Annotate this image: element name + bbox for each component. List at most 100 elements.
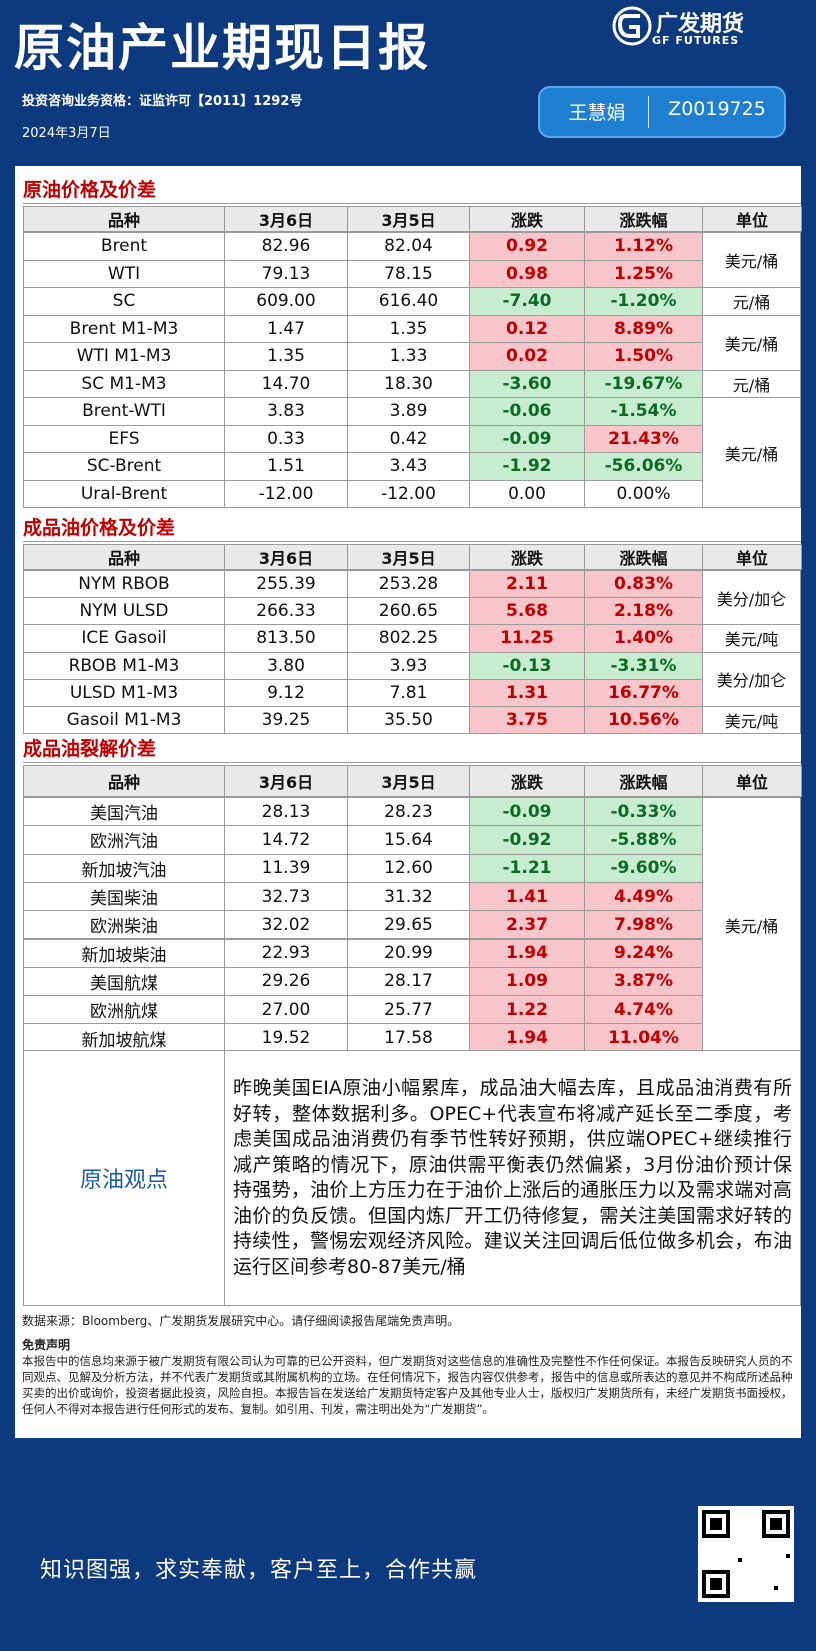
unit: 美分/加仑 <box>702 651 801 707</box>
cell-value: 255.39 <box>224 570 348 599</box>
cell-value: 3.93 <box>347 651 470 680</box>
column-header: 涨跌 <box>469 765 585 797</box>
cell-value: 1.33 <box>347 342 470 371</box>
cell-value: 1.50% <box>584 342 703 371</box>
cell-value: 14.70 <box>224 369 348 398</box>
row-name: 欧洲航煤 <box>23 995 225 1025</box>
view-label: 原油观点 <box>23 1050 225 1306</box>
row-name: ICE Gasoil <box>23 624 225 653</box>
column-header: 涨跌 <box>469 544 585 570</box>
column-header: 涨跌幅 <box>584 765 703 797</box>
cell-value: 35.50 <box>347 706 470 735</box>
cell-value: -5.88% <box>584 825 703 855</box>
cell-value: 21.43% <box>584 424 703 453</box>
row-name: 新加坡柴油 <box>23 938 225 968</box>
cell-value: 10.56% <box>584 706 703 735</box>
cell-value: 39.25 <box>224 706 348 735</box>
cell-value: 4.49% <box>584 881 703 912</box>
cell-value: 1.22 <box>469 995 585 1025</box>
cell-value: 1.47 <box>224 314 348 343</box>
column-header: 单位 <box>702 206 802 232</box>
column-header: 品种 <box>23 544 225 570</box>
cell-value: 7.98% <box>584 910 703 940</box>
row-name: WTI <box>23 259 225 288</box>
cell-value: 0.42 <box>347 424 470 453</box>
cell-value: 609.00 <box>224 287 348 316</box>
row-name: ULSD M1-M3 <box>23 678 225 707</box>
qr-module <box>786 1554 790 1558</box>
cell-value: 1.09 <box>469 966 585 997</box>
column-header: 单位 <box>702 765 802 797</box>
cell-value: 78.15 <box>347 259 470 288</box>
qr-module <box>710 1578 722 1590</box>
column-header: 3月5日 <box>347 206 470 232</box>
section-title: 原油价格及价差 <box>23 174 801 204</box>
row-name: Brent-WTI <box>23 397 225 426</box>
cell-value: 3.75 <box>469 706 585 735</box>
cell-value: 12.60 <box>347 853 470 883</box>
data-source: 数据来源：Bloomberg、广发期货发展研究中心。请仔细阅读报告尾端免责声明。 <box>22 1314 460 1328</box>
column-header: 单位 <box>702 544 802 570</box>
unit: 美元/桶 <box>702 232 801 288</box>
cell-value: -0.09 <box>469 424 585 453</box>
disclaimer: 本报告中的信息均来源于被广发期货有限公司认为可靠的已公开资料，但广发期货对这些信… <box>22 1354 793 1416</box>
cell-value: 14.72 <box>224 825 348 855</box>
cell-value: 3.89 <box>347 397 470 426</box>
analyst-id: Z0019725 <box>668 98 766 120</box>
cell-value: 0.00% <box>584 479 703 508</box>
cell-value: 1.40% <box>584 624 703 653</box>
column-header: 3月5日 <box>347 765 470 797</box>
cell-value: 1.25% <box>584 259 703 288</box>
unit: 美元/吨 <box>702 624 801 653</box>
cell-value: 1.35 <box>347 314 470 343</box>
cell-value: 0.33 <box>224 424 348 453</box>
cell-value: 2.37 <box>469 910 585 940</box>
cell-value: -0.33% <box>584 797 703 827</box>
view-box: 昨晚美国EIA原油小幅累库，成品油大幅去库，且成品油消费有所好转，整体数据利多。… <box>224 1050 801 1306</box>
cell-value: 9.24% <box>584 938 703 968</box>
column-header: 品种 <box>23 765 225 797</box>
row-name: RBOB M1-M3 <box>23 651 225 680</box>
cell-value: 1.41 <box>469 881 585 912</box>
qr-module <box>710 1518 722 1530</box>
row-name: Brent <box>23 232 225 261</box>
section-title: 成品油价格及价差 <box>23 512 801 542</box>
cell-value: 3.87% <box>584 966 703 997</box>
cell-value: 9.12 <box>224 678 348 707</box>
cell-value: 32.73 <box>224 881 348 912</box>
cell-value: 2.11 <box>469 570 585 599</box>
row-name: 美国柴油 <box>23 881 225 912</box>
cell-value: 8.89% <box>584 314 703 343</box>
row-name: 美国汽油 <box>23 797 225 827</box>
cell-value: -0.13 <box>469 651 585 680</box>
cell-value: 19.52 <box>224 1023 348 1053</box>
cell-value: -7.40 <box>469 287 585 316</box>
cell-value: -3.60 <box>469 369 585 398</box>
cell-value: -1.21 <box>469 853 585 883</box>
section-title: 成品油裂解价差 <box>23 733 801 763</box>
cell-value: 1.94 <box>469 938 585 968</box>
unit: 美元/吨 <box>702 706 801 735</box>
column-header: 3月6日 <box>224 544 348 570</box>
column-header: 涨跌幅 <box>584 544 703 570</box>
column-header: 3月5日 <box>347 544 470 570</box>
column-header: 涨跌 <box>469 206 585 232</box>
row-name: WTI M1-M3 <box>23 342 225 371</box>
row-name: NYM ULSD <box>23 597 225 626</box>
cell-value: 79.13 <box>224 259 348 288</box>
cell-value: 5.68 <box>469 597 585 626</box>
slogan: 知识图强，求实奉献，客户至上，合作共赢 <box>40 1558 478 1583</box>
row-name: SC-Brent <box>23 452 225 481</box>
cell-value: 3.80 <box>224 651 348 680</box>
unit: 美分/加仑 <box>702 570 801 626</box>
cell-value: 17.58 <box>347 1023 470 1053</box>
cell-value: -0.92 <box>469 825 585 855</box>
qr-module <box>770 1518 782 1530</box>
row-name: 欧洲汽油 <box>23 825 225 855</box>
row-name: 新加坡航煤 <box>23 1023 225 1053</box>
cell-value: 1.35 <box>224 342 348 371</box>
cell-value: 7.81 <box>347 678 470 707</box>
cell-value: -12.00 <box>224 479 348 508</box>
cell-value: 3.83 <box>224 397 348 426</box>
qr-code <box>698 1506 794 1602</box>
